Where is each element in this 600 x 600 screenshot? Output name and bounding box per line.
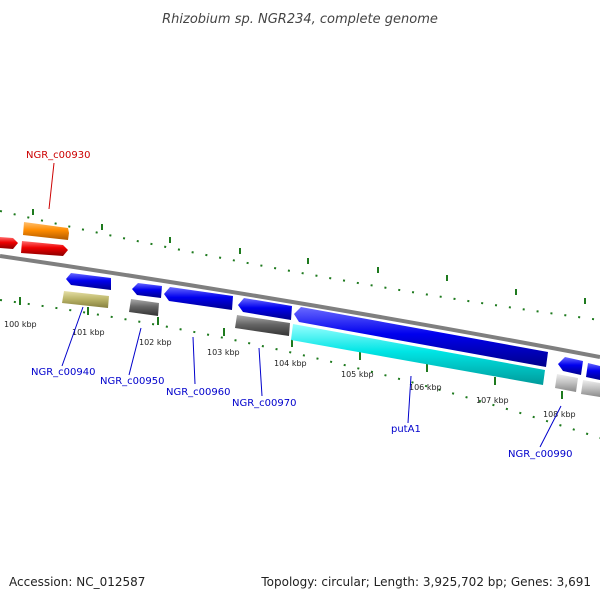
gene-putA1-blue[interactable] (294, 307, 548, 367)
scale-label: 102 kbp (139, 338, 172, 347)
gene-NGR_c00930[interactable] (23, 222, 69, 240)
gene-NGR_c00940[interactable] (66, 273, 111, 290)
scale-label: 100 kbp (4, 320, 37, 329)
gene-putA1[interactable] (291, 324, 545, 385)
gene-label-NGR_c00990[interactable]: NGR_c00990 (508, 449, 573, 460)
outer-tick-ring (0, 209, 600, 321)
gene-red-2[interactable] (21, 241, 68, 256)
gene-label-NGR_c00930[interactable]: NGR_c00930 (26, 150, 91, 161)
gene-NGR_c00990[interactable] (558, 357, 583, 375)
gene-label-NGR_c00970[interactable]: NGR_c00970 (232, 398, 297, 409)
scale-label: 106 kbp (409, 383, 442, 392)
gene-NGR_c00950[interactable] (132, 283, 162, 298)
gene-light-grey-2[interactable] (581, 380, 600, 397)
gene-blue-edge[interactable] (586, 363, 600, 380)
gene-label-NGR_c00950[interactable]: NGR_c00950 (100, 376, 165, 387)
gene-label-putA1[interactable]: putA1 (391, 424, 421, 435)
scale-label: 108 kbp (543, 410, 576, 419)
scale-label: 103 kbp (207, 348, 240, 357)
scale-label: 104 kbp (274, 359, 307, 368)
gene-red-1[interactable] (0, 237, 18, 249)
gene-light-grey-1[interactable] (555, 374, 578, 392)
scale-label: 101 kbp (72, 328, 105, 337)
scale-label: 105 kbp (341, 370, 374, 379)
genome-stats-text: Topology: circular; Length: 3,925,702 bp… (260, 575, 591, 589)
gene-grey-1[interactable] (129, 299, 159, 316)
gene-NGR_c00970[interactable] (238, 298, 292, 320)
gene-khaki[interactable] (62, 291, 109, 308)
inner-tick-ring (0, 297, 600, 439)
gene-label-NGR_c00960[interactable]: NGR_c00960 (166, 387, 231, 398)
gene-label-NGR_c00940[interactable]: NGR_c00940 (31, 367, 96, 378)
gene-labels: NGR_c00930 NGR_c00940 NGR_c00950 NGR_c00… (26, 150, 573, 460)
gene-grey-2[interactable] (235, 315, 290, 336)
leader-lines (48, 162, 562, 448)
accession-text: Accession: NC_012587 (9, 575, 145, 589)
map-title: Rhizobium sp. NGR234, complete genome (162, 12, 438, 27)
scale-labels: 100 kbp 101 kbp 102 kbp 103 kbp 104 kbp … (4, 320, 576, 419)
gene-NGR_c00960[interactable] (164, 287, 233, 310)
scale-label: 107 kbp (476, 396, 509, 405)
genome-backbone (0, 254, 600, 359)
